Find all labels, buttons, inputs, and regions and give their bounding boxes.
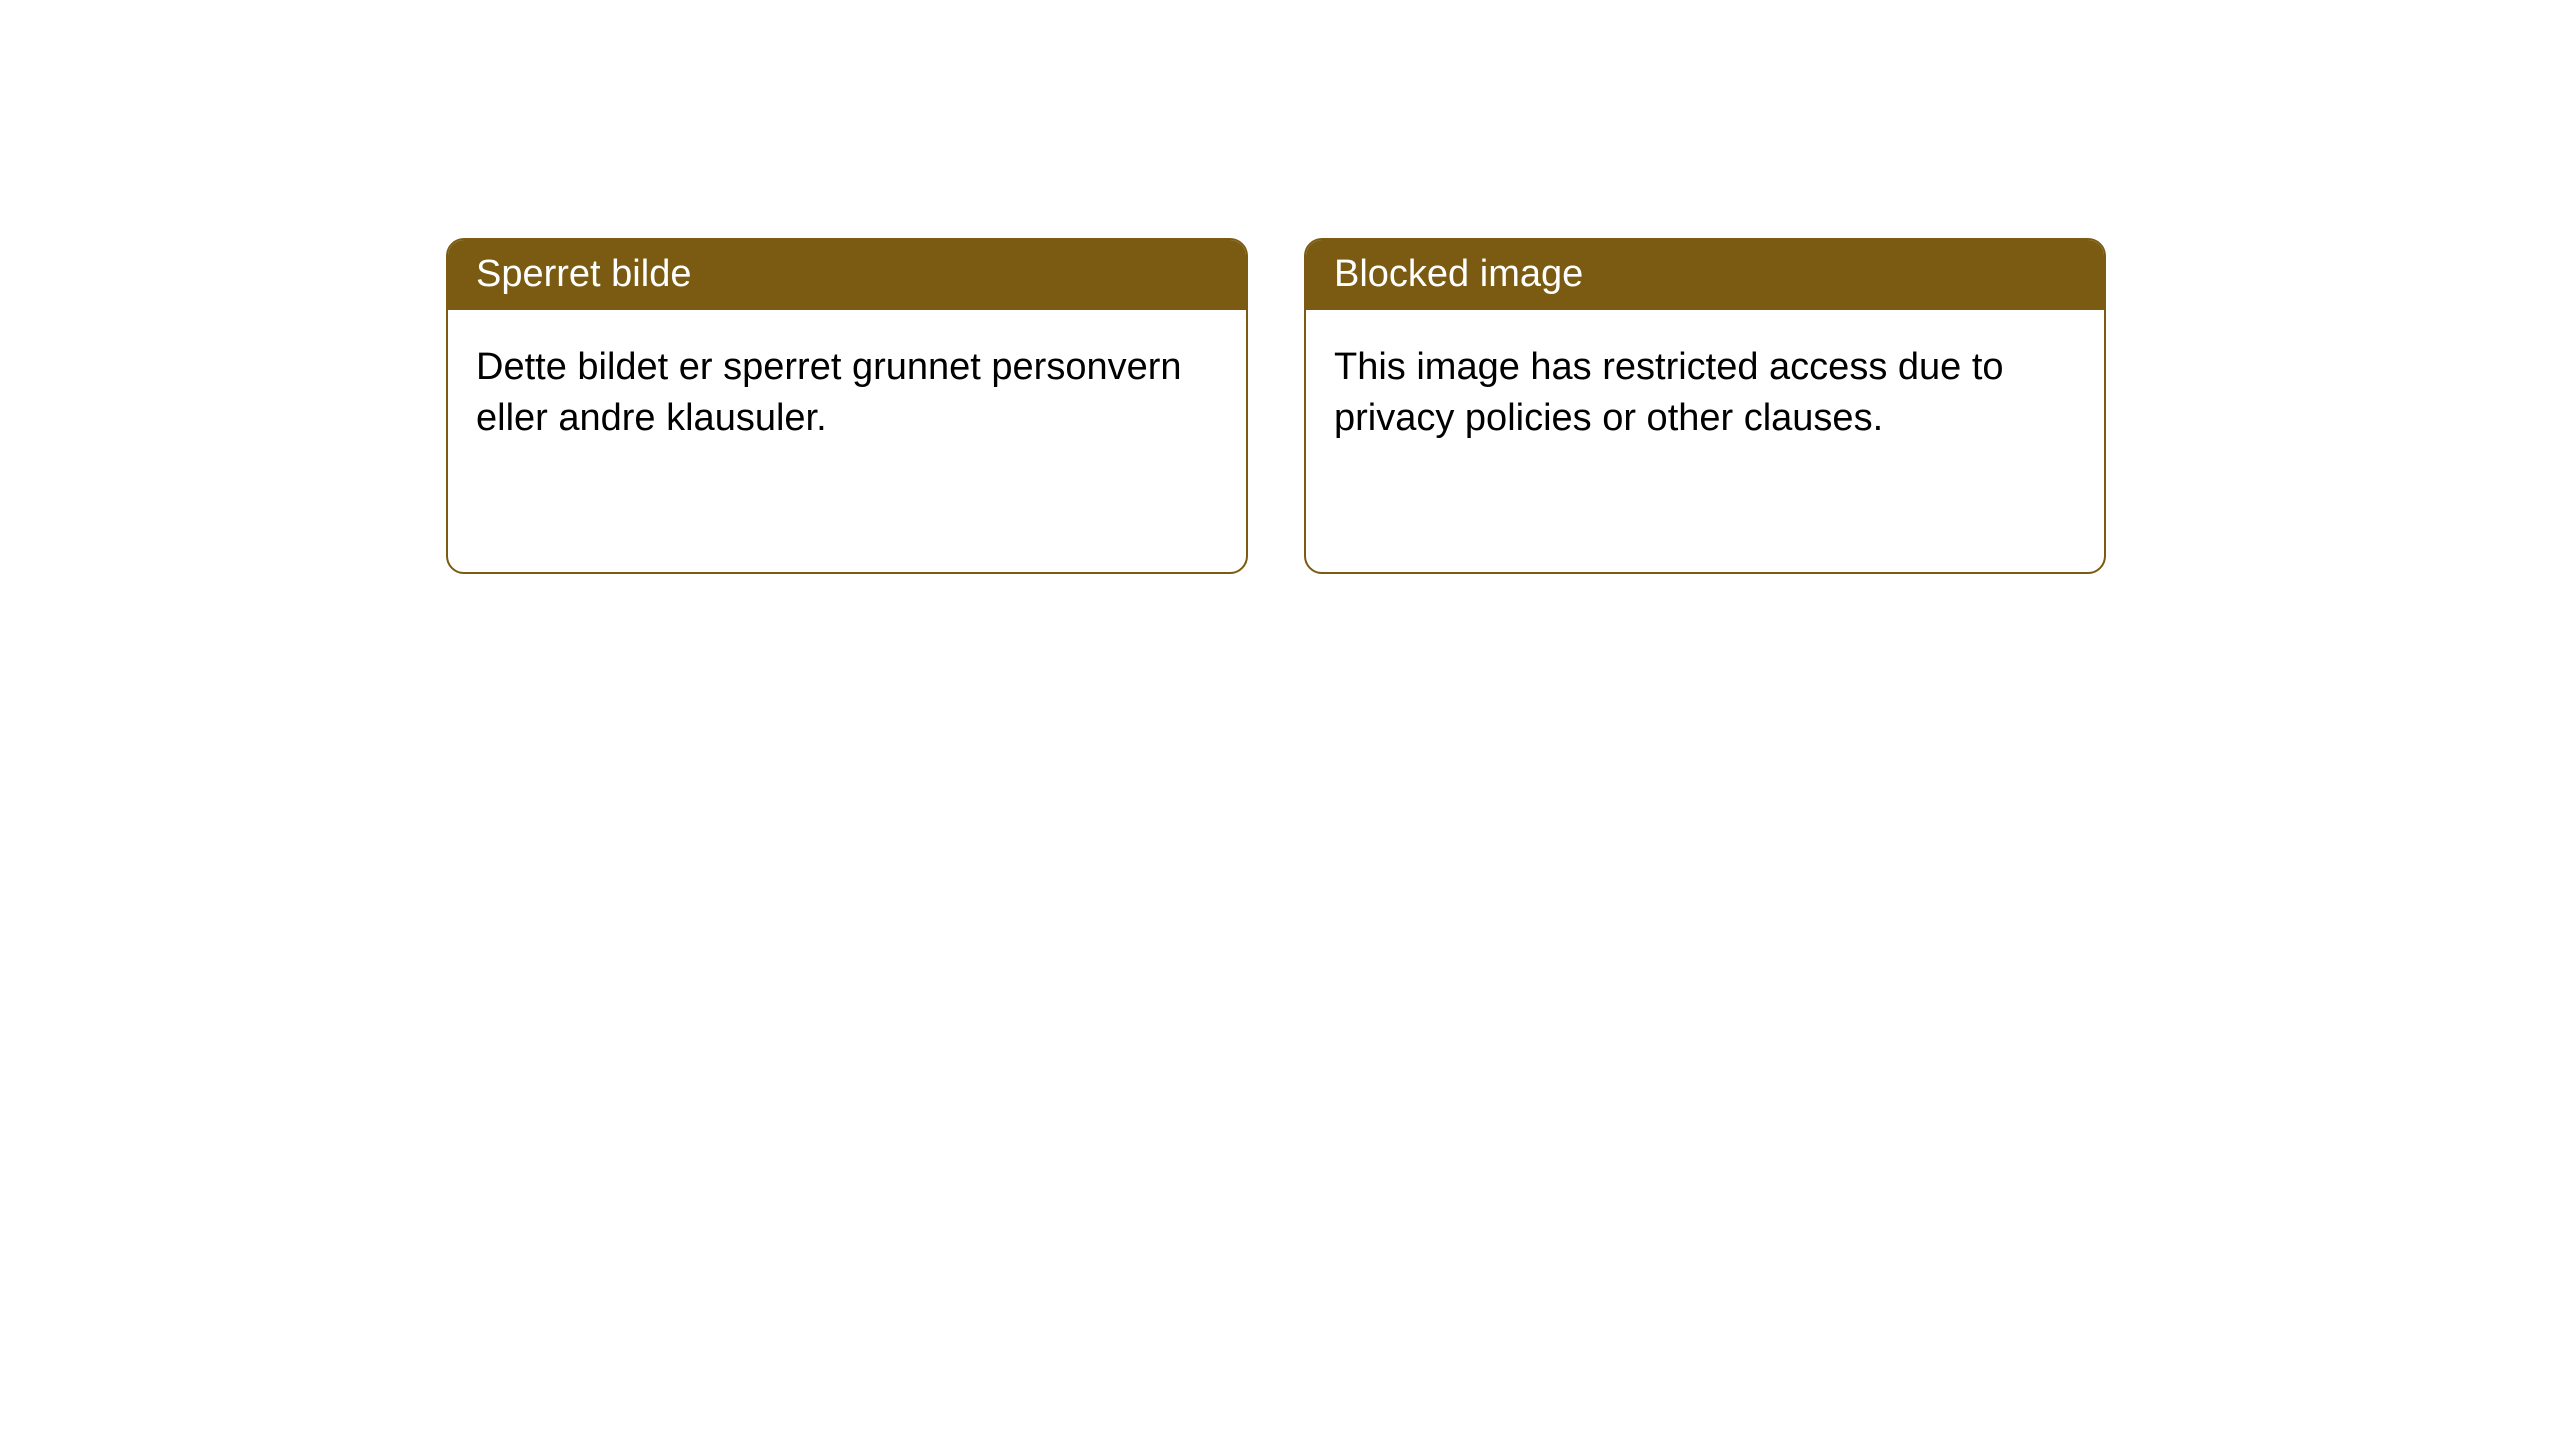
notice-container: Sperret bilde Dette bildet er sperret gr… <box>0 0 2560 574</box>
notice-body: This image has restricted access due to … <box>1306 310 2104 477</box>
notice-header: Blocked image <box>1306 240 2104 310</box>
notice-box-norwegian: Sperret bilde Dette bildet er sperret gr… <box>446 238 1248 574</box>
notice-body: Dette bildet er sperret grunnet personve… <box>448 310 1246 477</box>
notice-header: Sperret bilde <box>448 240 1246 310</box>
notice-box-english: Blocked image This image has restricted … <box>1304 238 2106 574</box>
